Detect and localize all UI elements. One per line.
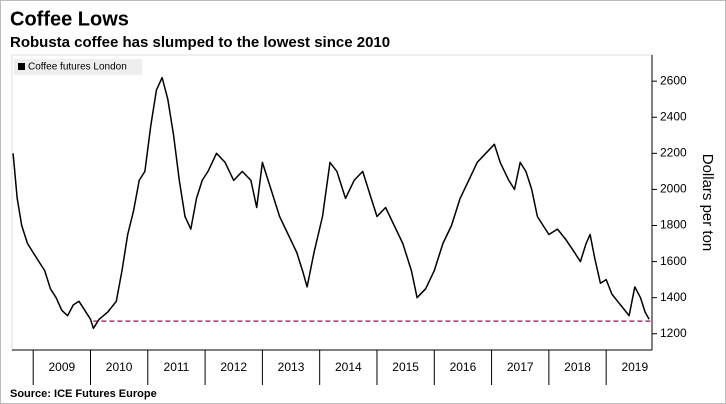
x-tick-label: 2011	[164, 360, 190, 374]
chart-title: Coffee Lows	[10, 8, 129, 30]
y-tick-label: 1600	[660, 254, 687, 268]
chart-subtitle: Robusta coffee has slumped to the lowest…	[10, 34, 390, 51]
y-tick-label: 1400	[660, 290, 687, 304]
y-tick-label: 1800	[660, 218, 687, 232]
legend-box	[14, 59, 142, 75]
x-tick-label: 2012	[220, 360, 247, 374]
legend-swatch	[18, 63, 25, 70]
y-axis-label: Dollars per ton	[699, 154, 716, 252]
line-series	[12, 76, 650, 330]
x-tick-label: 2018	[564, 360, 591, 374]
source: Source: ICE Futures Europe	[10, 388, 157, 400]
legend-label: Coffee futures London	[28, 62, 127, 73]
x-tick-label: 2016	[450, 360, 477, 374]
y-tick-label: 2600	[660, 73, 687, 87]
y-tick-label: 2000	[660, 182, 687, 196]
y-tick-label: 2400	[660, 109, 687, 123]
x-tick-label: 2013	[278, 360, 305, 374]
x-tick-label: 2009	[48, 360, 75, 374]
y-tick-label: 2200	[660, 146, 687, 160]
y-tick-label: 1200	[660, 326, 687, 340]
x-tick-label: 2014	[335, 360, 362, 374]
x-tick-label: 2019	[621, 360, 648, 374]
x-tick-label: 2017	[507, 360, 534, 374]
x-tick-label: 2010	[106, 360, 133, 374]
plot-area	[11, 54, 653, 351]
x-tick-label: 2015	[392, 360, 419, 374]
